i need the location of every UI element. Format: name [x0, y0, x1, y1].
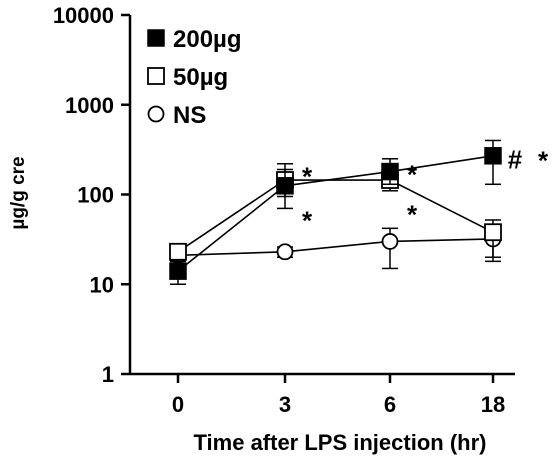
- data-point: [276, 243, 294, 261]
- legend-marker-50ug: [147, 67, 165, 85]
- series-ns: [169, 224, 502, 270]
- series-line: [177, 238, 494, 257]
- y-tick-label: 1: [102, 362, 114, 387]
- y-axis-title: µg/g cre: [8, 156, 29, 229]
- series-line: [177, 154, 494, 272]
- legend-marker-200ug: [147, 29, 165, 47]
- data-point: [276, 177, 294, 195]
- significance-star: *: [538, 146, 549, 176]
- data-point: [169, 262, 187, 280]
- x-tick-label: 0: [172, 392, 184, 417]
- y-tick-label: 10: [90, 272, 114, 297]
- significance-hash: #: [508, 144, 523, 174]
- data-point: [169, 242, 187, 261]
- series-line: [177, 179, 494, 253]
- annotation-layer: * * * * # *: [302, 144, 549, 235]
- axes: 1 10 100 1000 10000 0 3 6 18: [53, 3, 515, 417]
- x-tick-label: 6: [384, 392, 396, 417]
- x-tick-label: 3: [279, 392, 291, 417]
- data-point: [381, 233, 399, 250]
- data-point: [381, 162, 399, 181]
- legend-label-200ug: 200µg: [173, 26, 242, 53]
- x-tick-label: 18: [481, 392, 505, 417]
- significance-star: *: [302, 205, 313, 235]
- series-layer: [169, 139, 502, 285]
- y-tick-label: 10000: [53, 3, 114, 28]
- legend-label-50ug: 50µg: [173, 64, 228, 91]
- legend-label-ns: NS: [173, 102, 206, 129]
- significance-star: *: [302, 161, 313, 191]
- y-tick-label: 100: [77, 183, 114, 208]
- significance-star: *: [407, 160, 418, 190]
- x-axis-title: Time after LPS injection (hr): [194, 430, 487, 455]
- legend: 200µg 50µg NS: [147, 26, 242, 129]
- data-point: [484, 223, 502, 242]
- y-tick-label: 1000: [65, 93, 114, 118]
- series-200ug: [169, 139, 502, 285]
- significance-star: *: [407, 200, 418, 230]
- data-point: [484, 147, 502, 165]
- legend-marker-ns: [147, 105, 165, 123]
